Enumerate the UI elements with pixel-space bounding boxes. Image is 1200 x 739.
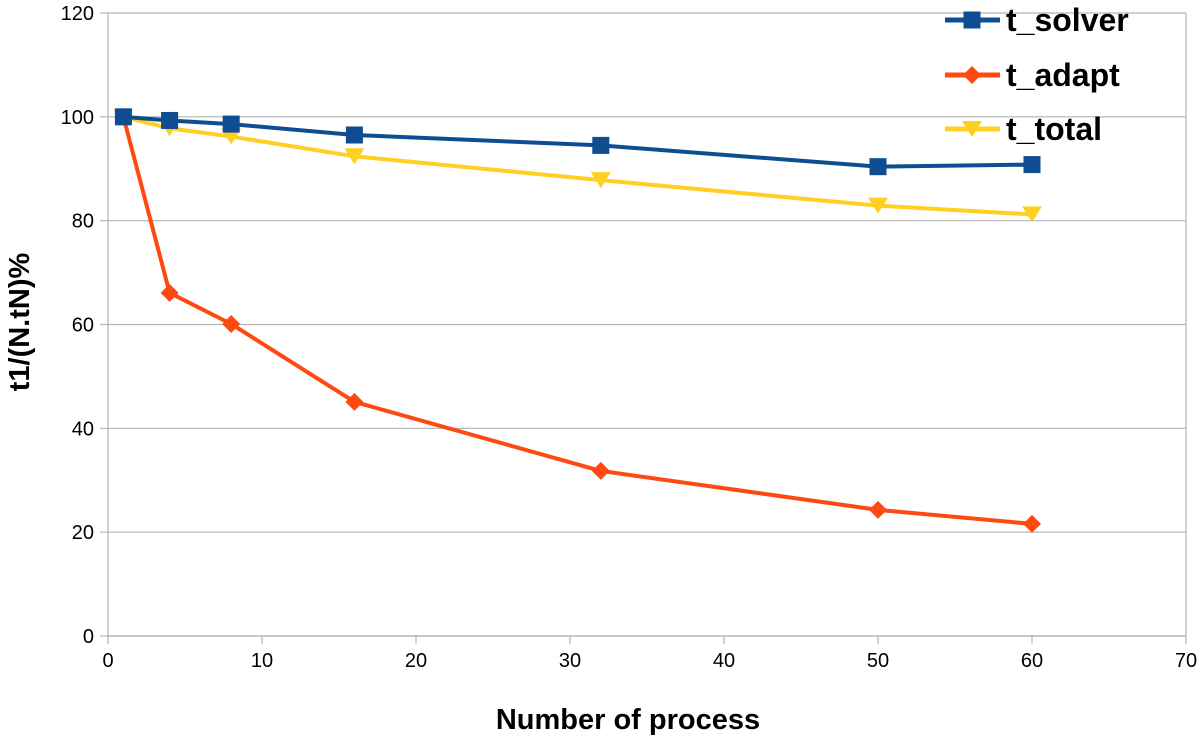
y-tick-label: 20 [72,522,94,544]
legend-label: t_solver [1006,2,1129,38]
x-tick-label: 0 [102,650,113,672]
data-point-t-total [344,148,365,165]
series [113,107,1042,533]
x-tick-label: 70 [1175,650,1197,672]
y-tick-label: 120 [61,3,94,25]
y-axis-title: t1/(N.tN)% [4,253,36,392]
legend-marker [963,66,981,84]
legend-label: t_adapt [1006,57,1120,93]
data-point-t-solver [592,136,610,154]
data-point-t-solver [222,115,240,133]
x-tick-labels: 0 10 20 30 40 50 60 70 [102,650,1197,672]
data-point-t-total [590,172,611,189]
axes [100,12,1187,644]
legend-item-t-total: t_total [945,111,1102,147]
x-axis-title: Number of process [496,704,760,736]
data-point-t-adapt [591,461,610,480]
x-tick-label: 10 [251,650,273,672]
x-tick-label: 50 [867,650,889,672]
x-tick-label: 40 [713,650,735,672]
legend-marker [962,121,982,137]
x-tick-label: 60 [1021,650,1043,672]
y-tick-labels: 0 20 40 60 80 100 120 [61,3,94,648]
y-tick-label: 40 [72,418,94,440]
gridlines [108,12,1186,637]
y-tick-label: 0 [83,626,94,648]
data-point-t-solver [161,111,179,129]
legend: t_solver t_adapt t_total [945,2,1129,147]
legend-item-t-solver: t_solver [945,2,1129,38]
legend-marker [963,11,981,29]
data-point-t-adapt [869,500,887,519]
data-point-t-solver [114,108,132,126]
legend-label: t_total [1006,111,1102,147]
y-tick-label: 100 [61,107,94,129]
data-point-t-solver [1023,156,1041,174]
data-point-t-adapt [1023,514,1041,533]
x-tick-label: 20 [405,650,427,672]
data-point-t-solver [345,126,363,144]
data-point-t-adapt [222,314,241,333]
legend-item-t-adapt: t_adapt [945,57,1120,93]
data-point-t-solver [869,158,887,176]
data-point-t-adapt [160,283,179,302]
data-point-t-total [868,197,888,214]
data-point-t-adapt [345,392,364,411]
x-tick-label: 30 [559,650,581,672]
series-t-adapt [114,107,1041,533]
y-tick-label: 80 [72,211,94,233]
y-tick-label: 60 [72,315,94,337]
data-point-t-total [1022,206,1042,223]
series-t-solver [114,108,1041,176]
